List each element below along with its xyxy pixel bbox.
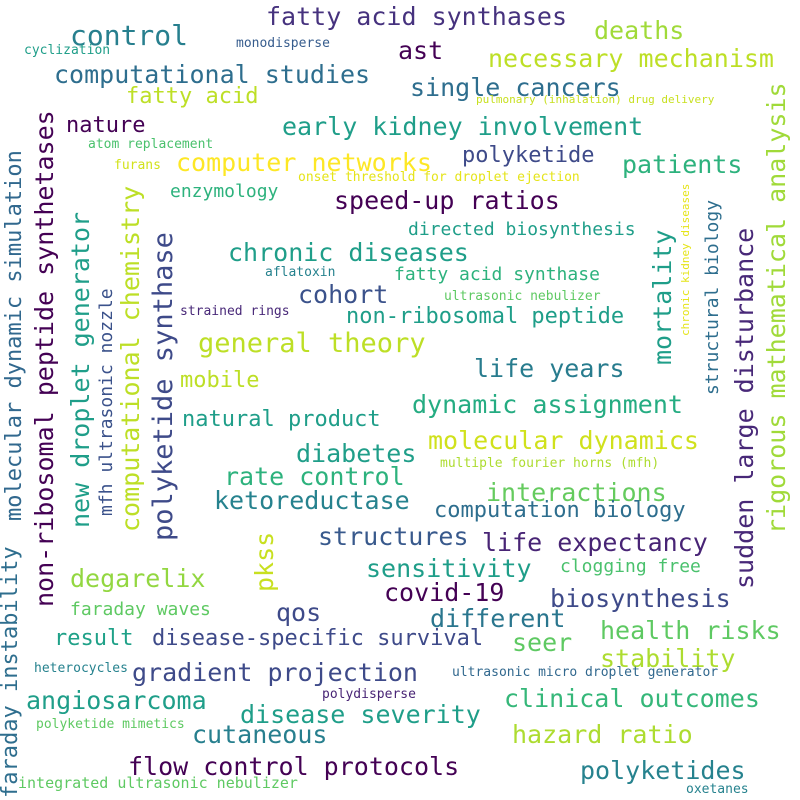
word: single cancers	[410, 73, 621, 102]
word: pulmonary (inhalation) drug delivery	[476, 93, 715, 106]
word: cyclization	[24, 43, 111, 58]
vertical-word: faraday instability	[0, 546, 23, 798]
word: heterocycles	[34, 661, 128, 676]
word: dynamic assignment	[412, 390, 683, 419]
word: computational studies	[54, 60, 371, 89]
word: cohort	[298, 280, 389, 309]
word: multiple fourier horns (mfh)	[440, 456, 660, 471]
vertical-word: pkss	[250, 531, 279, 592]
word: disease-specific survival	[152, 626, 484, 651]
word: faraday waves	[70, 599, 211, 620]
word: strained rings	[180, 304, 290, 319]
word: integrated ultrasonic nebulizer	[18, 774, 298, 792]
word: life years	[474, 354, 625, 383]
word: clogging free	[560, 556, 701, 577]
word: result	[54, 626, 134, 651]
word: health risks	[600, 616, 781, 645]
word: polyketide	[462, 143, 595, 168]
vertical-word: non-ribosomal peptide synthetases	[30, 110, 59, 607]
word: stability	[600, 644, 736, 673]
vertical-word: polyketide synthase	[148, 232, 179, 541]
word: speed-up ratios	[334, 186, 560, 215]
word: fatty acid synthases	[266, 2, 568, 31]
word: patients	[622, 150, 743, 179]
word: covid-19	[384, 578, 505, 607]
word: polyketide mimetics	[36, 717, 185, 732]
word: non-ribosomal peptide	[346, 304, 625, 329]
vertical-word: sudden large disturbance	[730, 227, 759, 589]
word: gradient projection	[132, 658, 418, 687]
word: enzymology	[170, 181, 279, 202]
word: molecular dynamics	[428, 426, 699, 455]
word: rate control	[224, 462, 405, 491]
word: qos	[276, 598, 322, 627]
word: clinical outcomes	[504, 684, 760, 713]
word: degarelix	[70, 564, 206, 593]
word: ultrasonic micro droplet generator	[452, 665, 719, 680]
vertical-word: mfh ultrasonic nozzle	[96, 288, 117, 516]
vertical-word: structural biology	[702, 199, 723, 395]
word: ketoreductase	[214, 486, 410, 515]
word: angiosarcoma	[26, 686, 207, 715]
word: early kidney involvement	[282, 112, 644, 141]
word: different	[430, 604, 566, 633]
word: general theory	[198, 328, 426, 359]
word: monodisperse	[236, 36, 330, 51]
word: chronic diseases	[228, 238, 469, 267]
word: computation biology	[434, 498, 686, 523]
word: hazard ratio	[512, 720, 693, 749]
word: necessary mechanism	[488, 44, 774, 73]
vertical-word: rigorous mathematical analysis	[762, 82, 791, 534]
vertical-word: mortality	[648, 229, 677, 365]
word: biosynthesis	[550, 584, 731, 613]
word: computer networks	[176, 148, 432, 177]
word: flow control protocols	[128, 752, 460, 781]
word: fatty acid	[126, 84, 259, 109]
word: fatty acid synthase	[394, 264, 600, 285]
word: onset threshold for droplet ejection	[298, 170, 580, 185]
word: disease severity	[240, 700, 481, 729]
word: atom replacement	[88, 137, 214, 152]
vertical-word: molecular dynamic simulation	[2, 150, 27, 521]
word: directed biosynthesis	[408, 219, 636, 240]
vertical-word: computational chemistry	[116, 185, 145, 532]
vertical-word: new droplet generator	[66, 211, 95, 528]
word: control	[70, 19, 189, 52]
word: sensitivity	[366, 554, 532, 583]
word: aflatoxin	[265, 265, 336, 280]
word: polydisperse	[322, 687, 416, 702]
word: cutaneous	[192, 720, 328, 749]
word: nature	[66, 113, 146, 138]
word: life expectancy	[482, 528, 708, 557]
word: polyketides	[580, 756, 746, 785]
word: ultrasonic nebulizer	[444, 289, 601, 304]
word: structures	[318, 522, 469, 551]
word: furans	[114, 158, 161, 173]
word: seer	[512, 628, 573, 657]
word: diabetes	[296, 439, 417, 468]
word: oxetanes	[686, 782, 749, 797]
word: natural product	[182, 407, 381, 432]
word: ast	[398, 36, 444, 65]
word: mobile	[180, 368, 260, 393]
word: deaths	[594, 16, 685, 45]
vertical-word: chronic kidney diseases	[679, 183, 692, 336]
word: interactions	[486, 478, 667, 507]
